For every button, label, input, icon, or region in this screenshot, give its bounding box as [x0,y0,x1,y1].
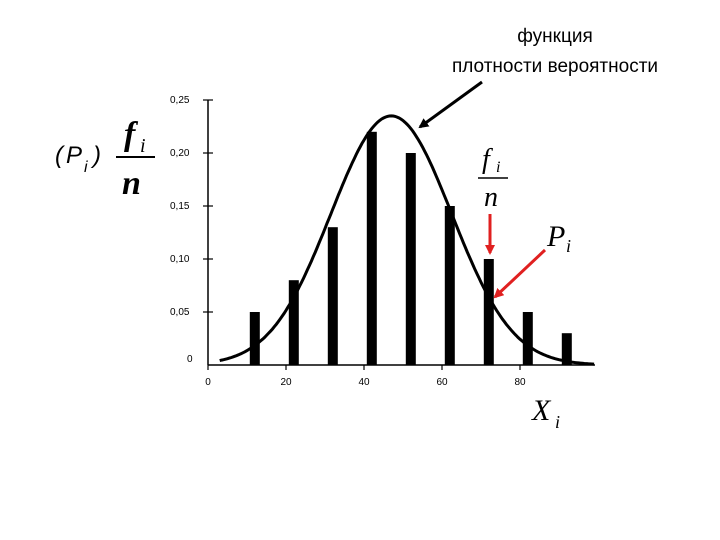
y-label-frac-f-sub: i [140,135,146,157]
annotation-p-sub: i [566,236,571,256]
bars [249,131,572,365]
y-label-p: P [66,142,82,169]
density-curve [219,114,595,366]
y-tick-label: 0,15 [170,201,190,212]
annotation-f: f [482,144,493,175]
bar [522,312,533,365]
bar [366,131,377,365]
arrow-to-curve [418,80,483,129]
y-tick-label: 0,05 [170,307,190,318]
x-ticks: 0 20 40 60 80 [205,365,526,388]
x-axis-label: X i [531,394,560,432]
x-tick-label: 80 [514,377,526,388]
annotation-f-sub: i [496,159,500,176]
y-label-p-sub: i [84,159,88,176]
chart-title-line1: функция [517,26,593,47]
bar [405,153,416,365]
annotation-fraction: f i n [478,144,508,213]
y-ticks: 0 0,05 0,10 0,15 0,20 0,25 [170,95,213,365]
y-label-frac-f: f [124,116,139,153]
x-label-main: X [531,394,552,427]
x-tick-label: 60 [436,377,448,388]
y-label-frac-n: n [122,165,141,202]
chart-title-line2: плотности вероятности [452,56,658,77]
arrow-red-diagonal [493,248,547,299]
annotation-p: P i [546,220,571,256]
y-axis-label: ( P i ) f i n [55,116,155,202]
bar [561,333,572,365]
x-tick-label: 40 [358,377,370,388]
y-label-paren-close: ) [90,142,101,169]
x-tick-label: 20 [280,377,292,388]
bar [288,280,299,365]
x-tick-label: 0 [205,377,211,388]
bar [327,227,338,365]
y-tick-label: 0,20 [170,148,190,159]
y-tick-label: 0,10 [170,254,190,265]
bar [483,259,494,365]
x-label-sub: i [555,412,560,432]
annotation-p-main: P [546,220,565,253]
y-tick-label: 0,25 [170,95,190,106]
bar [444,206,455,365]
y-tick-label: 0 [187,354,193,365]
bar [249,312,260,365]
y-label-paren-open: ( [55,142,66,169]
annotation-n: n [484,182,498,213]
